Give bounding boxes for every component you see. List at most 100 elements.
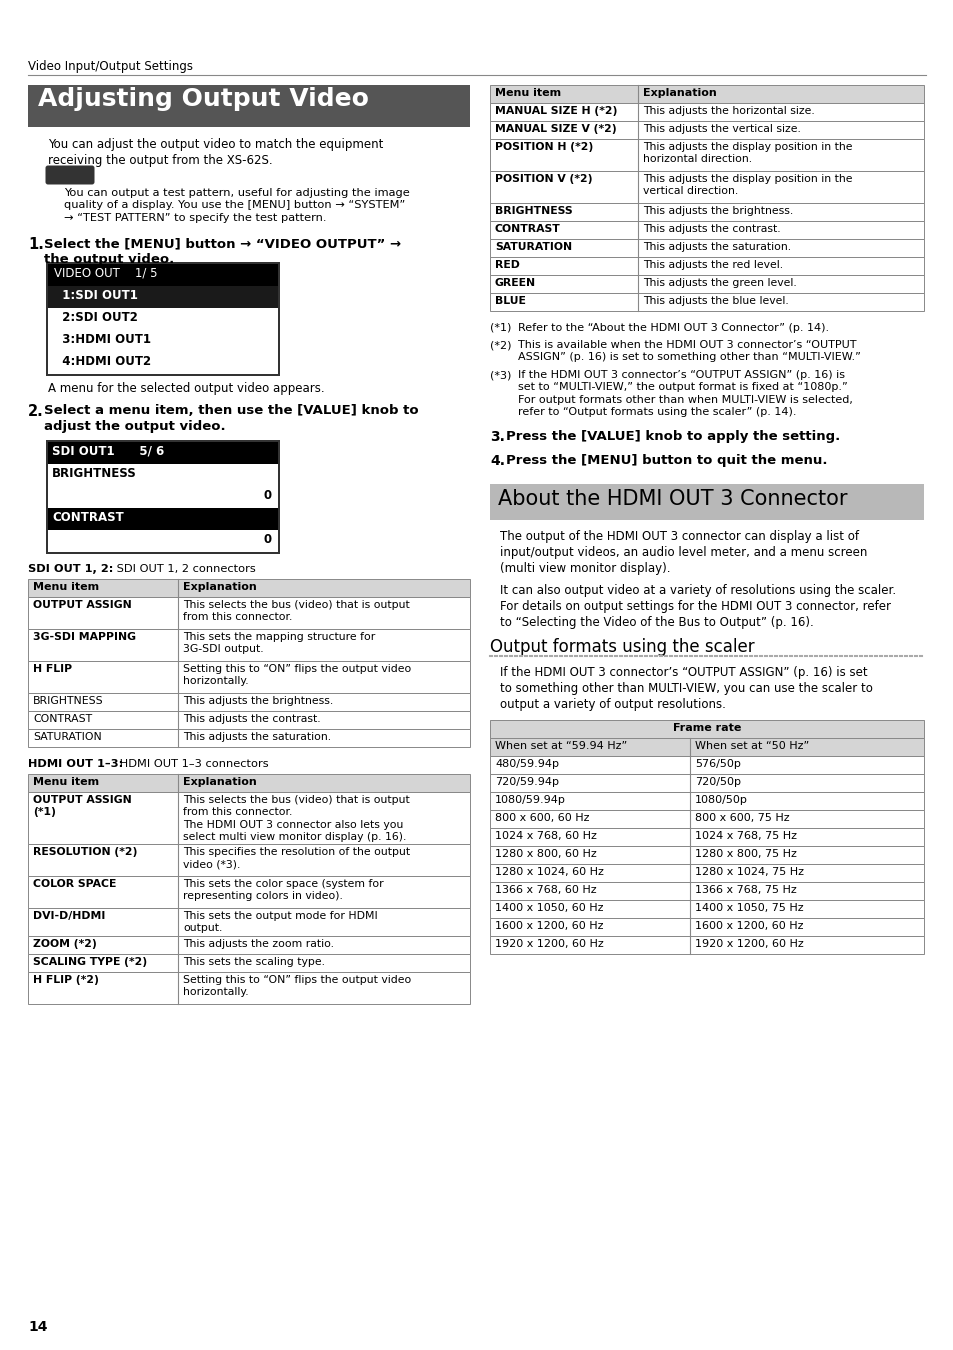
Text: The output of the HDMI OUT 3 connector can display a list of
input/output videos: The output of the HDMI OUT 3 connector c… (499, 531, 866, 575)
Text: 1280 x 1024, 75 Hz: 1280 x 1024, 75 Hz (695, 867, 803, 878)
Text: RESOLUTION (*2): RESOLUTION (*2) (33, 846, 137, 857)
Text: MANUAL SIZE V (*2): MANUAL SIZE V (*2) (495, 124, 616, 134)
Bar (46, 262, 280, 377)
Bar (28, 597, 470, 629)
Text: 576/50p: 576/50p (695, 759, 740, 769)
Text: This adjusts the blue level.: This adjusts the blue level. (642, 296, 788, 306)
Text: 2:SDI OUT2: 2:SDI OUT2 (54, 310, 138, 324)
Text: 1400 x 1050, 75 Hz: 1400 x 1050, 75 Hz (695, 903, 802, 913)
Bar (28, 954, 470, 972)
Bar (48, 508, 277, 531)
Bar (490, 85, 923, 103)
Bar (490, 774, 923, 792)
Text: ZOOM (*2): ZOOM (*2) (33, 940, 96, 949)
Bar (490, 202, 923, 221)
Bar (490, 256, 923, 275)
Text: 0: 0 (264, 489, 272, 502)
Text: If the HDMI OUT 3 connector’s “OUTPUT ASSIGN” (p. 16) is
set to “MULTI-VIEW,” th: If the HDMI OUT 3 connector’s “OUTPUT AS… (517, 370, 852, 417)
Text: MANUAL SIZE H (*2): MANUAL SIZE H (*2) (495, 107, 617, 116)
Text: SDI OUT 1, 2 connectors: SDI OUT 1, 2 connectors (112, 564, 255, 574)
Text: CONTRAST: CONTRAST (495, 224, 560, 234)
Text: 1280 x 800, 60 Hz: 1280 x 800, 60 Hz (495, 849, 597, 859)
Text: COLOR SPACE: COLOR SPACE (33, 879, 116, 890)
Text: This adjusts the contrast.: This adjusts the contrast. (183, 714, 320, 724)
Bar (28, 693, 470, 711)
Text: HDMI OUT 1–3 connectors: HDMI OUT 1–3 connectors (116, 759, 269, 769)
Text: SDI OUT 1, 2:: SDI OUT 1, 2: (28, 564, 113, 574)
Bar (490, 485, 923, 520)
Text: 1280 x 1024, 60 Hz: 1280 x 1024, 60 Hz (495, 867, 603, 878)
Text: BRIGHTNESS: BRIGHTNESS (33, 697, 104, 706)
Text: 720/50p: 720/50p (695, 778, 740, 787)
Text: 1400 x 1050, 60 Hz: 1400 x 1050, 60 Hz (495, 903, 603, 913)
Bar (48, 286, 277, 308)
FancyBboxPatch shape (46, 166, 94, 185)
Text: A menu for the selected output video appears.: A menu for the selected output video app… (48, 382, 324, 396)
Bar (490, 792, 923, 810)
Text: HDMI OUT 1–3:: HDMI OUT 1–3: (28, 759, 123, 769)
Bar (48, 441, 277, 464)
Text: This adjusts the vertical size.: This adjusts the vertical size. (642, 124, 800, 134)
Text: This sets the color space (system for
representing colors in video).: This sets the color space (system for re… (183, 879, 383, 902)
Text: When set at “50 Hz”: When set at “50 Hz” (695, 741, 808, 751)
Text: This specifies the resolution of the output
video (*3).: This specifies the resolution of the out… (183, 846, 410, 869)
Text: Select the [MENU] button → “VIDEO OUTPUT” →
the output video.: Select the [MENU] button → “VIDEO OUTPUT… (44, 238, 400, 266)
Text: About the HDMI OUT 3 Connector: About the HDMI OUT 3 Connector (497, 489, 846, 509)
Text: SATURATION: SATURATION (33, 732, 102, 742)
Text: This selects the bus (video) that is output
from this connector.
The HDMI OUT 3 : This selects the bus (video) that is out… (183, 795, 410, 842)
Text: Press the [MENU] button to quit the menu.: Press the [MENU] button to quit the menu… (505, 454, 826, 467)
Text: 1280 x 800, 75 Hz: 1280 x 800, 75 Hz (695, 849, 796, 859)
Text: Explanation: Explanation (183, 778, 256, 787)
Bar (490, 918, 923, 936)
Text: (*2): (*2) (490, 340, 511, 350)
Text: This adjusts the brightness.: This adjusts the brightness. (183, 697, 333, 706)
Text: 1600 x 1200, 60 Hz: 1600 x 1200, 60 Hz (495, 921, 603, 931)
Bar (490, 139, 923, 171)
Text: This sets the output mode for HDMI
output.: This sets the output mode for HDMI outpu… (183, 911, 377, 933)
Bar (490, 239, 923, 256)
Bar (490, 122, 923, 139)
Text: Explanation: Explanation (183, 582, 256, 593)
Bar (28, 579, 470, 597)
Text: Setting this to “ON” flips the output video
horizontally.: Setting this to “ON” flips the output vi… (183, 975, 411, 998)
Text: GREEN: GREEN (495, 278, 536, 288)
Text: This adjusts the display position in the
horizontal direction.: This adjusts the display position in the… (642, 142, 852, 165)
Text: BRIGHTNESS: BRIGHTNESS (52, 467, 136, 481)
Bar (48, 329, 277, 352)
Text: This adjusts the saturation.: This adjusts the saturation. (642, 242, 790, 252)
Text: Menu item: Menu item (33, 582, 99, 593)
Bar (490, 828, 923, 846)
Text: (*1): (*1) (490, 323, 511, 333)
Text: 800 x 600, 75 Hz: 800 x 600, 75 Hz (695, 813, 789, 823)
Text: Adjusting Output Video: Adjusting Output Video (38, 86, 369, 111)
Text: SCALING TYPE (*2): SCALING TYPE (*2) (33, 957, 147, 967)
Text: OUTPUT ASSIGN: OUTPUT ASSIGN (33, 599, 132, 610)
Bar (28, 972, 470, 1004)
Text: H FLIP: H FLIP (33, 664, 72, 674)
Bar (28, 909, 470, 936)
Text: This adjusts the saturation.: This adjusts the saturation. (183, 732, 331, 742)
Bar (48, 308, 277, 329)
Text: 1920 x 1200, 60 Hz: 1920 x 1200, 60 Hz (695, 940, 803, 949)
Text: 800 x 600, 60 Hz: 800 x 600, 60 Hz (495, 813, 589, 823)
Bar (28, 792, 470, 844)
Text: 3G-SDI MAPPING: 3G-SDI MAPPING (33, 632, 136, 643)
Text: OUTPUT ASSIGN
(*1): OUTPUT ASSIGN (*1) (33, 795, 132, 817)
Text: POSITION V (*2): POSITION V (*2) (495, 174, 592, 184)
Text: SATURATION: SATURATION (495, 242, 572, 252)
Bar (490, 171, 923, 202)
Text: This selects the bus (video) that is output
from this connector.: This selects the bus (video) that is out… (183, 599, 410, 622)
Bar (28, 711, 470, 729)
Text: 1600 x 1200, 60 Hz: 1600 x 1200, 60 Hz (695, 921, 802, 931)
Bar (490, 221, 923, 239)
Text: This adjusts the red level.: This adjusts the red level. (642, 261, 782, 270)
Text: 1366 x 768, 60 Hz: 1366 x 768, 60 Hz (495, 886, 596, 895)
Text: VIDEO OUT    1/ 5: VIDEO OUT 1/ 5 (54, 267, 157, 279)
Bar (490, 756, 923, 774)
Text: This sets the mapping structure for
3G-SDI output.: This sets the mapping structure for 3G-S… (183, 632, 375, 655)
Text: This sets the scaling type.: This sets the scaling type. (183, 957, 325, 967)
Bar (48, 486, 277, 508)
Bar (490, 293, 923, 310)
Text: You can output a test pattern, useful for adjusting the image
quality of a displ: You can output a test pattern, useful fo… (64, 188, 410, 223)
Bar (28, 729, 470, 747)
